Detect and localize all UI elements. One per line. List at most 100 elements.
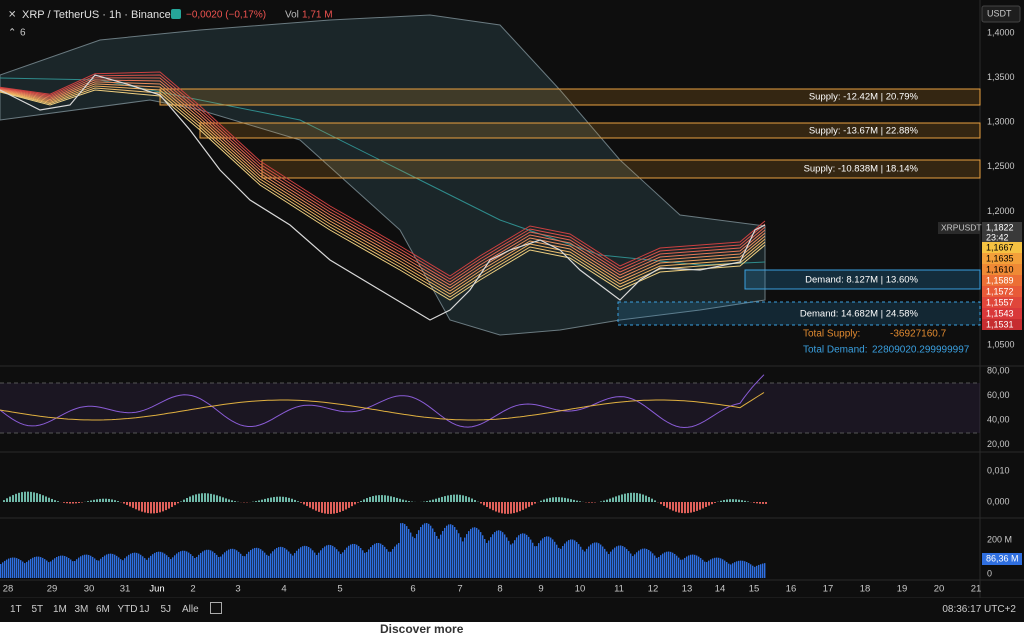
volume-bar (262, 550, 264, 578)
volume-bar (556, 544, 558, 578)
time-axis-label: 7 (457, 584, 462, 595)
range-button[interactable]: 5J (160, 604, 172, 615)
price-change: −0,0020 (−0,17%) (186, 10, 266, 21)
date-range-icon[interactable] (210, 602, 222, 614)
level-tag: 1,1610 (986, 264, 1014, 274)
volume-bar (654, 555, 656, 578)
macd-bar (633, 492, 635, 502)
volume-bar (624, 547, 626, 578)
volume-bar (464, 537, 466, 578)
time-axis-label: 14 (715, 584, 726, 595)
volume-bar (376, 543, 378, 578)
price-axis-label: 1,3500 (987, 72, 1015, 82)
volume-bar (486, 542, 488, 578)
macd-bar (108, 498, 110, 502)
macd-bar (723, 500, 725, 502)
macd-bar (483, 502, 485, 506)
macd-bar (366, 498, 368, 502)
range-button[interactable]: Alle (182, 604, 199, 615)
volume-bar (516, 537, 518, 578)
macd-bar (462, 495, 464, 502)
volume-bar (304, 545, 306, 578)
time-axis-label: 11 (614, 584, 624, 595)
volume-bar (306, 546, 308, 578)
volume-bar (364, 552, 366, 578)
macd-bar (279, 496, 281, 502)
range-button[interactable]: 1J (139, 604, 150, 615)
range-button[interactable]: 6M (96, 604, 110, 615)
range-button[interactable]: 5T (31, 604, 44, 615)
macd-bar (588, 502, 590, 503)
volume-bar (646, 548, 648, 578)
volume-bar (580, 546, 582, 578)
volume-bar (346, 547, 348, 578)
volume-bar (236, 550, 238, 578)
volume-bar (554, 541, 556, 578)
macd-bar (300, 502, 302, 503)
volume-bar (66, 556, 68, 578)
macd-bar (612, 497, 614, 502)
range-button[interactable]: 1T (10, 604, 22, 615)
volume-bar (748, 563, 750, 578)
supply-label: Supply: -13.67M | 22.88% (809, 126, 919, 137)
volume-bar (590, 544, 592, 578)
collapse-toggle[interactable]: ⌃ (8, 28, 16, 39)
volume-bar (402, 523, 404, 578)
volume-bar (692, 554, 694, 578)
volume-bar (726, 562, 728, 578)
macd-bar (195, 494, 197, 502)
macd-bar (465, 496, 467, 502)
close-icon[interactable]: ✕ (8, 10, 16, 21)
volume-bar (108, 553, 110, 578)
macd-bar (156, 502, 158, 514)
volume-bar (678, 557, 680, 578)
macd-bar (510, 502, 512, 514)
currency[interactable]: USDT (987, 8, 1012, 18)
macd-bar (96, 499, 98, 502)
volume-bar (628, 551, 630, 578)
range-button[interactable]: YTD (117, 604, 138, 615)
volume-bar (640, 549, 642, 578)
macd-bar (15, 493, 17, 502)
volume-bar (224, 552, 226, 578)
macd-bar (186, 498, 188, 502)
volume-bar (480, 532, 482, 578)
volume-bar (670, 551, 672, 578)
volume-bar (100, 558, 102, 578)
volume-bar (630, 553, 632, 578)
macd-bar (741, 500, 743, 502)
volume-bar (468, 531, 470, 578)
volume-value: 1,71 M (302, 10, 333, 21)
ribbon-line (0, 71, 766, 277)
macd-bar (129, 502, 131, 507)
volume-bar (0, 564, 2, 578)
volume-bar (404, 524, 406, 578)
macd-bar (357, 502, 359, 503)
volume-bar (332, 545, 334, 578)
volume-bar (672, 552, 674, 578)
macd-bar (486, 502, 488, 508)
macd-bar (180, 501, 182, 502)
volume-bar (526, 534, 528, 578)
volume-bar (518, 535, 520, 578)
macd-bar (609, 498, 611, 502)
macd-bar (429, 500, 431, 502)
volume-bar (400, 523, 402, 578)
macd-bar (321, 502, 323, 513)
volume-axis-label: 200 M (987, 534, 1012, 544)
macd-bar (9, 496, 11, 502)
volume-bar (524, 533, 526, 578)
range-button[interactable]: 1M (53, 604, 67, 615)
volume-bar (76, 559, 78, 578)
volume-bar (122, 560, 124, 578)
currency-selector[interactable] (981, 5, 1021, 23)
volume-bar (460, 537, 462, 578)
macd-bar (132, 502, 134, 508)
volume-bar (82, 555, 84, 578)
macd-bar (57, 501, 59, 502)
range-button[interactable]: 3M (74, 604, 89, 615)
volume-bar (348, 545, 350, 578)
price-line (0, 74, 766, 321)
volume-bar (300, 547, 302, 578)
volume-bar (284, 548, 286, 578)
